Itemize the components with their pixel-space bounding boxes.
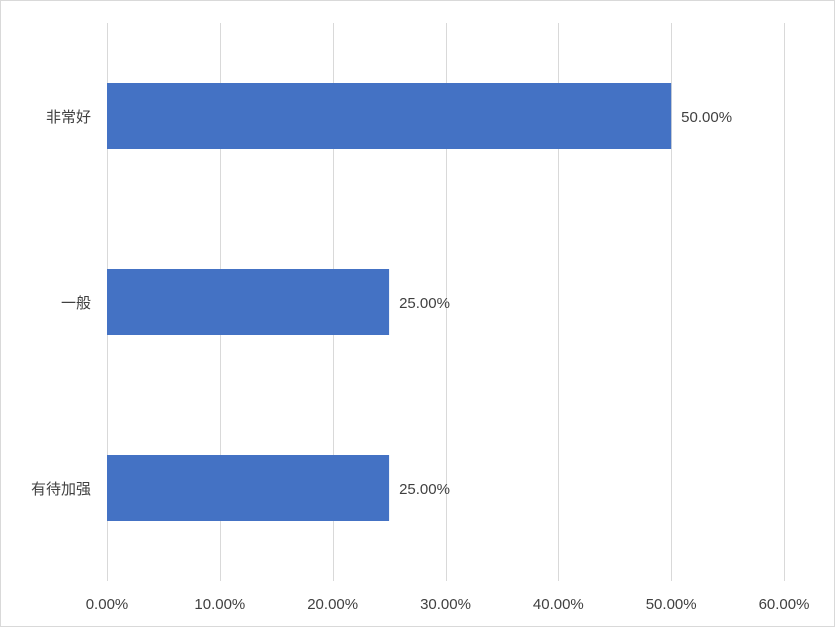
x-tick-label-1: 10.00% [194,596,245,613]
x-tick-label-6: 60.00% [759,596,810,613]
category-label-2: 有待加强 [31,481,91,498]
bar-1 [107,269,390,335]
category-label-1: 一般 [61,295,91,312]
bars [107,83,672,521]
data-label-0: 50.00% [681,109,732,126]
data-label-1: 25.00% [399,295,450,312]
bar-2 [107,455,390,521]
data-label-2: 25.00% [399,481,450,498]
x-tick-label-0: 0.00% [86,596,129,613]
bar-0 [107,83,672,149]
data-labels: 50.00% 25.00% 25.00% [399,109,732,498]
x-tick-label-3: 30.00% [420,596,471,613]
value-axis: 0.00% 10.00% 20.00% 30.00% 40.00% 50.00% 60.00… [86,596,810,613]
x-tick-label-4: 40.00% [533,596,584,613]
x-tick-label-2: 20.00% [307,596,358,613]
x-tick-label-5: 50.00% [646,596,697,613]
category-label-0: 非常好 [46,109,91,126]
